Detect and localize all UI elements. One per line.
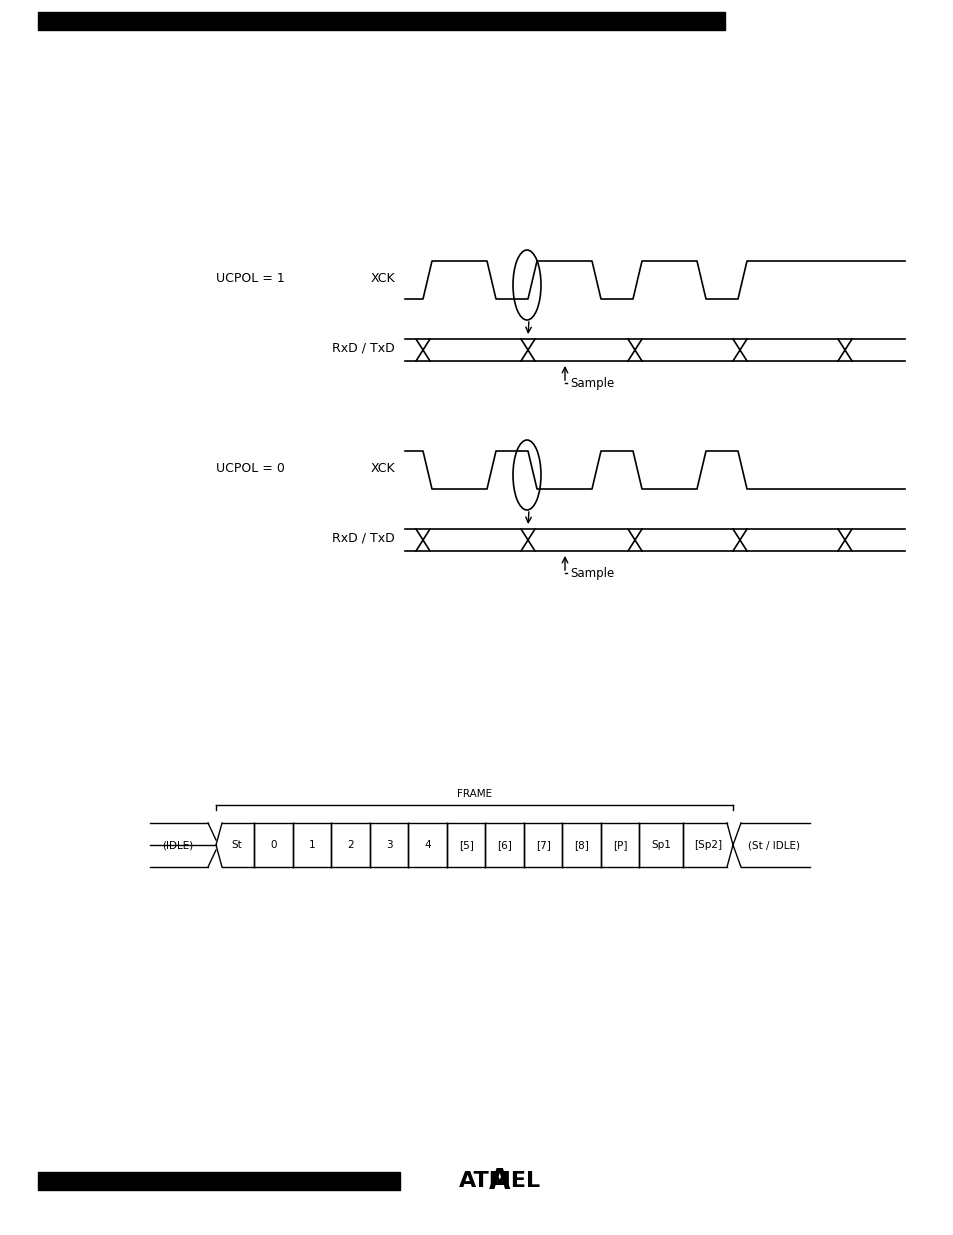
Text: UCPOL = 0: UCPOL = 0 bbox=[216, 462, 285, 474]
Text: (IDLE): (IDLE) bbox=[162, 840, 193, 850]
Text: RxD / TxD: RxD / TxD bbox=[332, 342, 395, 354]
Text: 1: 1 bbox=[309, 840, 315, 850]
Text: A: A bbox=[489, 1167, 510, 1195]
Text: ATMEL: ATMEL bbox=[458, 1171, 540, 1191]
Text: (St / IDLE): (St / IDLE) bbox=[748, 840, 800, 850]
Text: [P]: [P] bbox=[613, 840, 627, 850]
Text: XCK: XCK bbox=[370, 462, 395, 474]
Text: Sample: Sample bbox=[569, 377, 614, 389]
Text: [7]: [7] bbox=[536, 840, 550, 850]
Text: [5]: [5] bbox=[458, 840, 474, 850]
Text: [Sp2]: [Sp2] bbox=[694, 840, 721, 850]
Text: UCPOL = 1: UCPOL = 1 bbox=[216, 272, 285, 284]
Text: 0: 0 bbox=[271, 840, 276, 850]
Text: [8]: [8] bbox=[574, 840, 589, 850]
Text: 3: 3 bbox=[386, 840, 392, 850]
Text: Sample: Sample bbox=[569, 567, 614, 579]
Text: 2: 2 bbox=[347, 840, 354, 850]
Text: XCK: XCK bbox=[370, 272, 395, 284]
Text: Sp1: Sp1 bbox=[651, 840, 671, 850]
Text: 4: 4 bbox=[424, 840, 431, 850]
Text: St: St bbox=[232, 840, 242, 850]
Text: FRAME: FRAME bbox=[456, 789, 492, 799]
Text: RxD / TxD: RxD / TxD bbox=[332, 531, 395, 545]
Text: [6]: [6] bbox=[497, 840, 512, 850]
